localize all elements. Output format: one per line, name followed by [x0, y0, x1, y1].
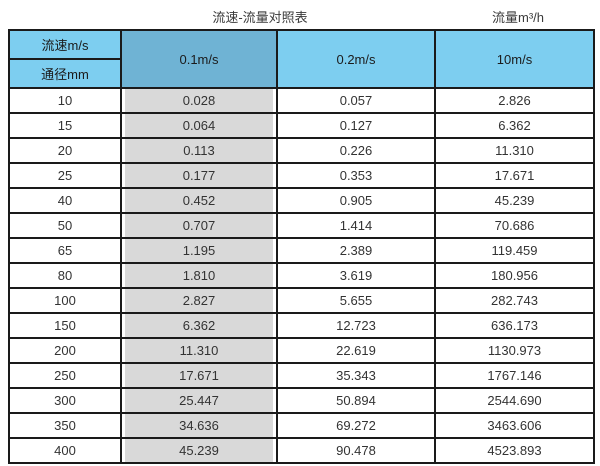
cell-flow-0.1ms: 11.310 — [120, 337, 278, 364]
cell-flow-0.2ms: 69.272 — [276, 412, 436, 439]
header-velocity-label: 流速m/s — [8, 29, 122, 60]
cell-flow-10ms: 45.239 — [434, 187, 595, 214]
table-row: 20 0.113 0.226 11.310 — [8, 137, 595, 164]
table-row: 150 6.362 12.723 636.173 — [8, 312, 595, 339]
cell-flow-0.1ms: 34.636 — [120, 412, 278, 439]
title-bar: 流速-流量对照表 流量m³/h — [0, 0, 600, 29]
table-row: 100 2.827 5.655 282.743 — [8, 287, 595, 314]
cell-flow-10ms: 2544.690 — [434, 387, 595, 414]
page-title: 流速-流量对照表 — [212, 10, 308, 25]
cell-flow-10ms: 636.173 — [434, 312, 595, 339]
cell-flow-10ms: 180.956 — [434, 262, 595, 289]
cell-diameter: 150 — [8, 312, 122, 339]
cell-flow-10ms: 3463.606 — [434, 412, 595, 439]
cell-flow-10ms: 70.686 — [434, 212, 595, 239]
cell-flow-0.1ms: 0.177 — [120, 162, 278, 189]
flow-rate-table: 流速m/s 0.1m/s 0.2m/s 10m/s 通径mm 10 0.028 … — [8, 29, 595, 464]
table-row: 250 17.671 35.343 1767.146 — [8, 362, 595, 389]
table-row: 400 45.239 90.478 4523.893 — [8, 437, 595, 464]
cell-flow-0.1ms: 0.028 — [120, 87, 278, 114]
cell-flow-0.1ms: 6.362 — [120, 312, 278, 339]
cell-flow-0.2ms: 90.478 — [276, 437, 436, 464]
cell-diameter: 300 — [8, 387, 122, 414]
cell-flow-0.1ms: 1.810 — [120, 262, 278, 289]
table-row: 10 0.028 0.057 2.826 — [8, 87, 595, 114]
cell-diameter: 25 — [8, 162, 122, 189]
table-row: 40 0.452 0.905 45.239 — [8, 187, 595, 214]
header-col-0.2ms: 0.2m/s — [276, 29, 436, 89]
table-row: 65 1.195 2.389 119.459 — [8, 237, 595, 264]
cell-flow-0.1ms: 17.671 — [120, 362, 278, 389]
cell-flow-10ms: 11.310 — [434, 137, 595, 164]
cell-flow-0.2ms: 1.414 — [276, 212, 436, 239]
table-row: 15 0.064 0.127 6.362 — [8, 112, 595, 139]
cell-flow-0.1ms: 0.064 — [120, 112, 278, 139]
cell-diameter: 350 — [8, 412, 122, 439]
cell-diameter: 100 — [8, 287, 122, 314]
cell-flow-10ms: 6.362 — [434, 112, 595, 139]
cell-flow-10ms: 4523.893 — [434, 437, 595, 464]
cell-flow-0.1ms: 0.707 — [120, 212, 278, 239]
header-col-10ms: 10m/s — [434, 29, 595, 89]
cell-diameter: 50 — [8, 212, 122, 239]
table-row: 200 11.310 22.619 1130.973 — [8, 337, 595, 364]
cell-diameter: 400 — [8, 437, 122, 464]
cell-diameter: 15 — [8, 112, 122, 139]
cell-diameter: 250 — [8, 362, 122, 389]
cell-flow-0.2ms: 0.353 — [276, 162, 436, 189]
cell-flow-0.2ms: 22.619 — [276, 337, 436, 364]
cell-flow-0.1ms: 25.447 — [120, 387, 278, 414]
cell-flow-10ms: 119.459 — [434, 237, 595, 264]
table-row: 350 34.636 69.272 3463.606 — [8, 412, 595, 439]
table-row: 80 1.810 3.619 180.956 — [8, 262, 595, 289]
table-row: 25 0.177 0.353 17.671 — [8, 162, 595, 189]
cell-flow-0.2ms: 0.057 — [276, 87, 436, 114]
cell-diameter: 80 — [8, 262, 122, 289]
cell-flow-10ms: 1130.973 — [434, 337, 595, 364]
cell-flow-0.1ms: 1.195 — [120, 237, 278, 264]
cell-flow-0.2ms: 50.894 — [276, 387, 436, 414]
cell-flow-10ms: 2.826 — [434, 87, 595, 114]
cell-flow-10ms: 17.671 — [434, 162, 595, 189]
table-body: 10 0.028 0.057 2.826 15 0.064 0.127 6.36… — [8, 87, 595, 464]
table-row: 50 0.707 1.414 70.686 — [8, 212, 595, 239]
cell-flow-0.2ms: 12.723 — [276, 312, 436, 339]
header-diameter-label: 通径mm — [8, 58, 122, 89]
cell-diameter: 40 — [8, 187, 122, 214]
cell-flow-0.2ms: 0.226 — [276, 137, 436, 164]
unit-title: 流量m³/h — [491, 10, 545, 25]
header-col-0.1ms: 0.1m/s — [120, 29, 278, 89]
cell-flow-10ms: 282.743 — [434, 287, 595, 314]
cell-flow-0.1ms: 0.113 — [120, 137, 278, 164]
cell-diameter: 20 — [8, 137, 122, 164]
cell-flow-0.2ms: 35.343 — [276, 362, 436, 389]
cell-flow-0.1ms: 45.239 — [120, 437, 278, 464]
cell-flow-0.2ms: 5.655 — [276, 287, 436, 314]
cell-diameter: 200 — [8, 337, 122, 364]
cell-flow-0.2ms: 2.389 — [276, 237, 436, 264]
table-header: 流速m/s 0.1m/s 0.2m/s 10m/s 通径mm — [8, 29, 595, 89]
cell-flow-0.1ms: 2.827 — [120, 287, 278, 314]
cell-diameter: 10 — [8, 87, 122, 114]
cell-flow-10ms: 1767.146 — [434, 362, 595, 389]
cell-flow-0.2ms: 3.619 — [276, 262, 436, 289]
cell-flow-0.2ms: 0.905 — [276, 187, 436, 214]
cell-diameter: 65 — [8, 237, 122, 264]
table-row: 300 25.447 50.894 2544.690 — [8, 387, 595, 414]
cell-flow-0.1ms: 0.452 — [120, 187, 278, 214]
cell-flow-0.2ms: 0.127 — [276, 112, 436, 139]
